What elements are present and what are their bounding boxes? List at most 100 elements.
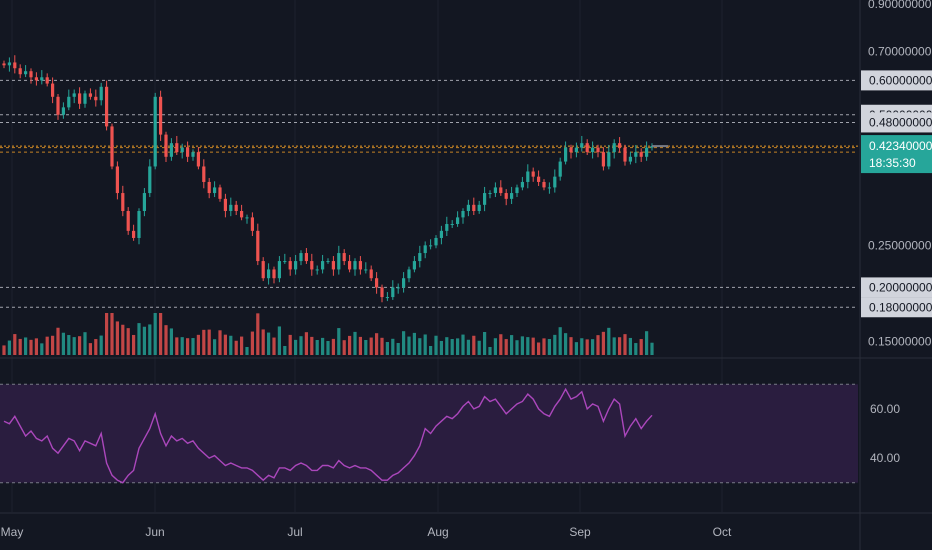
candle-body[interactable]	[99, 86, 103, 101]
candle-body[interactable]	[607, 152, 611, 167]
candle-body[interactable]	[169, 143, 173, 157]
candle-body[interactable]	[326, 261, 330, 263]
candle-body[interactable]	[580, 143, 584, 148]
candle-body[interactable]	[202, 166, 206, 182]
candle-body[interactable]	[569, 147, 573, 153]
level-tag[interactable]	[861, 297, 932, 318]
candle-body[interactable]	[358, 261, 362, 270]
candle-body[interactable]	[537, 176, 541, 182]
candle-body[interactable]	[434, 237, 438, 246]
candle-body[interactable]	[553, 176, 557, 188]
candle-body[interactable]	[288, 261, 292, 270]
candle-body[interactable]	[483, 193, 487, 205]
candle-body[interactable]	[493, 187, 497, 194]
candle-body[interactable]	[137, 211, 141, 238]
candle-body[interactable]	[515, 187, 519, 194]
candle-body[interactable]	[558, 161, 562, 177]
level-tag[interactable]	[861, 112, 932, 133]
candle-body[interactable]	[186, 147, 190, 157]
candle-body[interactable]	[142, 193, 146, 212]
candle-body[interactable]	[223, 198, 227, 212]
last-price-tag[interactable]	[861, 135, 932, 174]
candle-body[interactable]	[499, 187, 503, 194]
candle-body[interactable]	[67, 96, 71, 108]
candle-body[interactable]	[88, 93, 92, 97]
candles[interactable]	[2, 55, 668, 303]
candle-body[interactable]	[623, 147, 627, 162]
level-tag[interactable]	[861, 70, 932, 91]
candle-body[interactable]	[477, 204, 481, 212]
candle-body[interactable]	[164, 134, 168, 157]
candle-body[interactable]	[369, 269, 373, 279]
level-tag[interactable]	[861, 277, 932, 298]
candle-body[interactable]	[13, 62, 17, 69]
candle-body[interactable]	[148, 166, 152, 194]
candle-body[interactable]	[256, 230, 260, 262]
candle-body[interactable]	[283, 261, 287, 263]
candle-body[interactable]	[159, 96, 163, 135]
candle-body[interactable]	[337, 253, 341, 270]
candle-body[interactable]	[105, 86, 109, 127]
time-axis[interactable]: May Jun Jul Aug Sep Oct	[1, 525, 732, 539]
candle-body[interactable]	[94, 96, 98, 101]
horizontal-levels[interactable]	[0, 79, 858, 308]
candle-body[interactable]	[423, 245, 427, 254]
candle-body[interactable]	[240, 211, 244, 218]
candle-body[interactable]	[245, 217, 249, 219]
candle-body[interactable]	[24, 71, 28, 75]
candle-body[interactable]	[272, 269, 276, 279]
candle-body[interactable]	[72, 93, 76, 97]
candle-body[interactable]	[218, 187, 222, 199]
candle-body[interactable]	[542, 181, 546, 188]
candle-body[interactable]	[375, 278, 379, 288]
candle-body[interactable]	[634, 152, 638, 157]
candle-body[interactable]	[402, 278, 406, 288]
candle-body[interactable]	[353, 261, 357, 270]
candle-body[interactable]	[7, 62, 11, 66]
candle-body[interactable]	[380, 287, 384, 298]
candle-body[interactable]	[591, 147, 595, 153]
candle-body[interactable]	[385, 297, 389, 299]
candle-body[interactable]	[504, 193, 508, 199]
candle-body[interactable]	[294, 261, 298, 270]
candle-body[interactable]	[396, 287, 400, 289]
candle-body[interactable]	[40, 77, 44, 81]
candle-body[interactable]	[126, 211, 130, 231]
candle-body[interactable]	[564, 147, 568, 162]
candle-body[interactable]	[45, 77, 49, 84]
candle-body[interactable]	[596, 147, 600, 153]
candle-body[interactable]	[456, 217, 460, 225]
candle-body[interactable]	[472, 204, 476, 212]
price-axis[interactable]: 0.90000000 0.70000000 0.25000000 0.15000000…	[861, 0, 932, 349]
candle-body[interactable]	[207, 181, 211, 194]
candle-body[interactable]	[29, 71, 33, 78]
candle-body[interactable]	[315, 269, 319, 271]
candle-body[interactable]	[618, 143, 622, 148]
candle-body[interactable]	[510, 193, 514, 199]
candle-body[interactable]	[488, 193, 492, 195]
candle-body[interactable]	[277, 261, 281, 279]
rsi-pane[interactable]	[0, 383, 858, 484]
candle-body[interactable]	[331, 261, 335, 270]
candle-body[interactable]	[191, 152, 195, 157]
candle-body[interactable]	[18, 68, 22, 75]
candle-body[interactable]	[645, 147, 649, 157]
candle-body[interactable]	[310, 261, 314, 270]
candle-body[interactable]	[51, 83, 55, 97]
candle-body[interactable]	[520, 181, 524, 188]
candle-body[interactable]	[34, 77, 38, 81]
rsi-axis[interactable]: 60.00 40.00	[870, 402, 900, 465]
candle-body[interactable]	[412, 261, 416, 270]
candle-body[interactable]	[418, 253, 422, 262]
candle-body[interactable]	[342, 253, 346, 262]
candle-body[interactable]	[299, 253, 303, 262]
candle-body[interactable]	[639, 152, 643, 157]
candle-body[interactable]	[132, 230, 136, 238]
candle-body[interactable]	[110, 126, 114, 167]
candle-body[interactable]	[196, 152, 200, 167]
candle-body[interactable]	[304, 253, 308, 262]
candle-body[interactable]	[175, 143, 179, 153]
candle-body[interactable]	[439, 230, 443, 238]
candle-body[interactable]	[2, 63, 6, 66]
